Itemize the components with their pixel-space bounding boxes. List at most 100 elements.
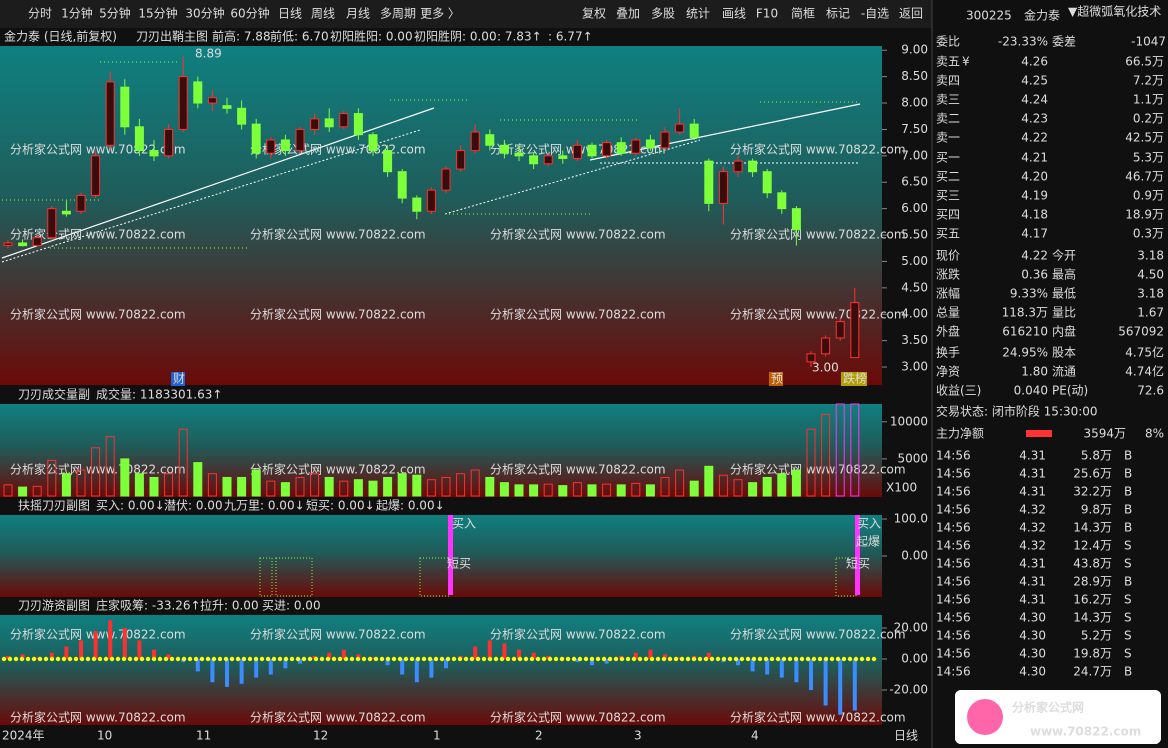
y-tick-label: 20.00 xyxy=(894,621,928,635)
y-tick-label: 4.00 xyxy=(901,307,928,321)
tool-button[interactable]: 返回 xyxy=(899,7,923,21)
capital-bar xyxy=(152,649,156,659)
volume-bar xyxy=(193,462,203,497)
period-tab[interactable]: 5分钟 xyxy=(99,6,131,21)
y-tick-label: 100.0 xyxy=(894,512,928,526)
stat-value: 567092 xyxy=(1118,325,1164,339)
candle-body xyxy=(266,139,276,154)
zero-dot xyxy=(97,656,103,662)
period-tab[interactable]: 60分钟 xyxy=(230,6,269,21)
volume-bar xyxy=(397,473,407,497)
capital-bar xyxy=(823,659,828,706)
zero-dot xyxy=(511,656,517,662)
event-badge xyxy=(769,372,783,386)
capital-bar xyxy=(283,659,288,669)
zero-dot xyxy=(559,656,565,662)
trade-side: B xyxy=(1124,467,1132,481)
period-tab[interactable]: 多周期 xyxy=(380,7,416,21)
bid-volume: 18.9万 xyxy=(1125,208,1164,222)
volume-bar xyxy=(295,476,305,497)
period-tab[interactable]: 1分钟 xyxy=(61,6,93,21)
capital-bar xyxy=(195,659,200,672)
period-tab[interactable]: 更多 〉 xyxy=(420,7,460,21)
zero-dot xyxy=(823,656,829,662)
trade-side: B xyxy=(1124,665,1132,679)
zero-dot xyxy=(805,656,811,662)
zero-dot xyxy=(403,656,409,662)
capital-bar xyxy=(706,652,711,659)
trade-time: 14:56 xyxy=(936,593,971,607)
capital-bar xyxy=(736,659,740,666)
period-tab[interactable]: 30分钟 xyxy=(185,6,224,21)
capital-bar xyxy=(268,659,273,675)
stat-value: 1.80 xyxy=(1021,365,1048,379)
period-tab[interactable]: 分时 xyxy=(28,7,52,21)
volume-bar xyxy=(485,476,495,497)
period-tab[interactable]: 15分钟 xyxy=(138,6,177,21)
capital-bar xyxy=(779,659,784,678)
trade-volume: 24.7万 xyxy=(1073,665,1112,679)
watermark: 分析家公式网 www.70822.com xyxy=(10,462,186,477)
panel-title: 刀刃成交量副 xyxy=(18,387,90,402)
candle-body xyxy=(835,321,845,339)
period-tab[interactable]: 日线 xyxy=(278,7,302,21)
capital-bar xyxy=(79,640,83,659)
y-tick-label: 9.00 xyxy=(901,43,928,57)
tool-button[interactable]: F10 xyxy=(756,7,778,21)
candle-body xyxy=(76,194,86,212)
watermark: 分析家公式网 www.70822.com xyxy=(250,627,426,642)
candle-body xyxy=(456,150,466,170)
tool-button[interactable]: 多股 xyxy=(651,7,675,21)
trade-time: 14:56 xyxy=(936,647,971,661)
zero-dot xyxy=(301,656,307,662)
ratio-value: -23.33% xyxy=(998,35,1048,49)
zero-dot xyxy=(61,656,67,662)
zero-dot xyxy=(859,656,865,662)
zero-dot xyxy=(385,656,391,662)
volume-bar xyxy=(748,482,758,497)
tool-button[interactable]: 叠加 xyxy=(616,7,640,21)
trade-price: 4.31 xyxy=(1019,467,1046,481)
zero-dot xyxy=(199,656,205,662)
zero-dot xyxy=(1,656,7,662)
candle-body xyxy=(91,155,101,196)
capital-bar xyxy=(677,657,682,659)
zero-dot xyxy=(7,656,13,662)
volume-bar xyxy=(558,485,568,497)
zero-dot xyxy=(541,656,547,662)
candle-body xyxy=(237,107,247,125)
stat-label: 外盘 xyxy=(936,324,960,339)
y-tick-label: 6.00 xyxy=(901,201,928,215)
volume-bar xyxy=(18,486,28,497)
period-tab[interactable]: 周线 xyxy=(311,7,335,21)
zero-dot xyxy=(223,656,229,662)
signal-panel xyxy=(0,515,882,597)
period-tab[interactable]: 月线 xyxy=(346,7,370,21)
zero-dot xyxy=(673,656,679,662)
tool-button[interactable]: 标记 xyxy=(826,7,850,21)
candle-body xyxy=(485,134,495,146)
tool-button[interactable]: 简框 xyxy=(791,7,815,21)
zero-dot xyxy=(289,656,295,662)
trade-volume: 32.2万 xyxy=(1073,485,1112,499)
tool-button[interactable]: 复权 xyxy=(582,7,606,21)
candle-body xyxy=(704,160,714,204)
y-tick-label: 3.00 xyxy=(901,360,928,374)
watermark: 分析家公式网 www.70822.com xyxy=(10,627,186,642)
zero-dot xyxy=(619,656,625,662)
zero-dot xyxy=(265,656,271,662)
tool-button[interactable]: 画线 xyxy=(722,7,746,21)
capital-bar xyxy=(765,659,770,675)
ask-label: 卖一 xyxy=(936,131,960,145)
zero-dot xyxy=(19,656,25,662)
volume-bar xyxy=(178,428,188,497)
tool-button[interactable]: 统计 xyxy=(686,7,710,21)
candle-body xyxy=(339,113,349,128)
tool-button[interactable]: -自选 xyxy=(861,7,889,21)
stat-label: 涨跌 xyxy=(936,267,960,282)
candle-body xyxy=(164,128,174,157)
zero-dot xyxy=(529,656,535,662)
capital-bar xyxy=(341,649,346,659)
ask-volume: 0.2万 xyxy=(1133,112,1164,126)
trade-volume: 19.8万 xyxy=(1073,647,1112,661)
